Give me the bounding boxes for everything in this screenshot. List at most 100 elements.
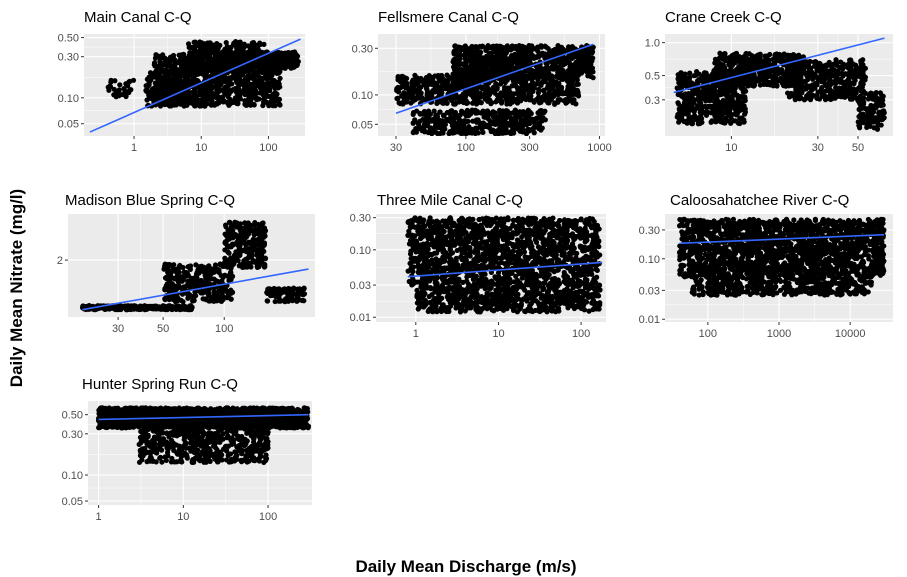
data-point bbox=[713, 114, 719, 121]
data-point bbox=[511, 121, 518, 127]
data-point bbox=[167, 103, 173, 109]
data-point bbox=[569, 97, 575, 104]
data-point bbox=[516, 50, 522, 56]
data-point bbox=[458, 125, 464, 131]
data-point bbox=[561, 98, 567, 104]
data-point bbox=[288, 64, 294, 70]
data-point bbox=[438, 72, 445, 79]
data-point bbox=[185, 57, 192, 63]
data-point bbox=[751, 83, 757, 89]
data-point bbox=[452, 57, 459, 63]
data-point bbox=[247, 81, 253, 87]
data-point bbox=[440, 113, 447, 119]
data-point bbox=[232, 87, 239, 94]
data-point bbox=[539, 80, 545, 86]
data-point bbox=[143, 83, 149, 89]
data-point bbox=[580, 63, 587, 69]
data-point bbox=[739, 67, 746, 73]
data-point bbox=[189, 67, 195, 73]
data-point bbox=[520, 111, 526, 118]
data-point bbox=[511, 115, 517, 121]
data-point bbox=[236, 80, 242, 86]
data-point bbox=[551, 49, 557, 55]
data-point bbox=[525, 109, 532, 115]
data-point bbox=[761, 60, 767, 67]
data-point bbox=[267, 63, 273, 69]
data-point bbox=[720, 97, 726, 104]
data-point bbox=[732, 118, 739, 124]
data-point bbox=[265, 59, 271, 65]
data-point bbox=[586, 71, 592, 78]
data-point bbox=[513, 73, 520, 79]
data-point bbox=[499, 66, 505, 72]
data-point bbox=[163, 88, 169, 94]
y-tick-label: 0.5 bbox=[645, 71, 660, 83]
y-axis-label: Daily Mean Nitrate (mg/l) bbox=[7, 189, 26, 387]
data-point bbox=[439, 124, 446, 130]
data-point bbox=[702, 87, 708, 93]
data-point bbox=[275, 85, 281, 91]
data-point bbox=[538, 51, 544, 57]
data-point bbox=[741, 119, 747, 125]
data-point bbox=[230, 99, 236, 106]
data-point bbox=[255, 80, 261, 87]
data-point bbox=[210, 67, 216, 73]
data-point bbox=[557, 48, 563, 54]
data-point bbox=[431, 128, 438, 134]
data-point bbox=[747, 65, 754, 71]
data-point bbox=[708, 119, 714, 125]
data-point bbox=[466, 130, 472, 136]
data-point bbox=[589, 65, 596, 71]
data-point bbox=[420, 97, 426, 103]
data-point bbox=[193, 71, 199, 77]
data-point bbox=[241, 90, 248, 96]
data-point bbox=[751, 59, 757, 65]
data-point bbox=[413, 79, 419, 85]
data-point bbox=[248, 49, 254, 55]
data-point bbox=[232, 74, 239, 80]
data-point bbox=[771, 80, 777, 86]
data-point bbox=[178, 53, 184, 59]
data-point bbox=[170, 78, 176, 84]
data-point bbox=[256, 65, 262, 71]
data-point bbox=[448, 118, 455, 124]
data-point bbox=[490, 43, 496, 50]
data-point bbox=[404, 80, 410, 87]
data-point bbox=[164, 76, 170, 82]
data-point bbox=[679, 93, 685, 99]
data-point bbox=[752, 76, 759, 82]
data-point bbox=[710, 91, 716, 97]
data-point bbox=[572, 51, 578, 57]
data-point bbox=[272, 98, 278, 105]
data-point bbox=[514, 85, 521, 91]
data-point bbox=[504, 85, 511, 91]
data-point bbox=[565, 59, 572, 65]
data-point bbox=[489, 59, 495, 65]
data-point bbox=[775, 71, 781, 77]
data-point bbox=[448, 97, 455, 103]
data-point bbox=[448, 108, 454, 114]
data-point bbox=[453, 94, 459, 100]
data-point bbox=[288, 53, 294, 59]
data-point bbox=[232, 51, 238, 57]
data-point bbox=[453, 86, 460, 92]
data-point bbox=[202, 98, 209, 104]
data-point bbox=[423, 75, 429, 81]
data-point bbox=[564, 89, 570, 95]
data-point bbox=[680, 80, 686, 86]
data-point bbox=[249, 40, 255, 46]
data-point bbox=[112, 78, 118, 84]
data-point bbox=[248, 75, 254, 81]
data-point bbox=[740, 89, 746, 95]
data-point bbox=[449, 130, 456, 136]
data-point bbox=[767, 73, 773, 79]
data-point bbox=[214, 40, 220, 47]
data-point bbox=[484, 69, 490, 75]
data-point bbox=[543, 44, 549, 50]
data-point bbox=[270, 82, 276, 88]
data-point bbox=[189, 93, 195, 99]
data-point bbox=[417, 118, 423, 124]
data-point bbox=[726, 112, 732, 118]
data-point bbox=[480, 56, 486, 63]
data-point bbox=[222, 50, 229, 56]
